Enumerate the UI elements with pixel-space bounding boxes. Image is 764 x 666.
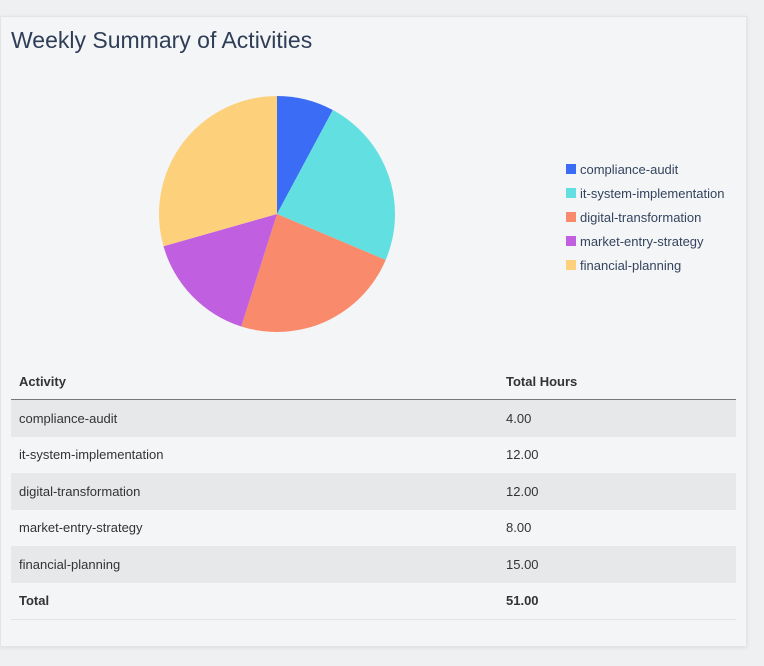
legend-swatch <box>566 212 576 222</box>
legend-label: digital-transformation <box>580 209 702 225</box>
table-row: financial-planning 15.00 <box>11 546 736 583</box>
total-row: Total 51.00 <box>11 582 736 620</box>
table-row: compliance-audit 4.00 <box>11 399 736 437</box>
header-total-hours: Total Hours <box>498 364 736 400</box>
header-activity: Activity <box>11 364 498 400</box>
legend-swatch <box>566 164 576 174</box>
hours-cell: 12.00 <box>506 483 539 499</box>
activity-cell: financial-planning <box>19 556 121 572</box>
summary-card: Weekly Summary of Activities compliance-… <box>0 16 747 647</box>
hours-cell: 8.00 <box>506 520 532 536</box>
table-row: it-system-implementation 12.00 <box>11 437 736 474</box>
hours-cell: 12.00 <box>506 447 539 463</box>
legend-label: compliance-audit <box>580 161 679 177</box>
chart-legend: compliance-audit it-system-implementatio… <box>566 157 725 277</box>
pie-slice-it-system-implementation[interactable] <box>277 110 396 260</box>
table-row: digital-transformation 12.00 <box>11 473 736 510</box>
pie-slice-financial-planning[interactable] <box>159 96 277 247</box>
legend-label: financial-planning <box>580 257 682 273</box>
pie-slice-compliance-audit[interactable] <box>277 96 333 214</box>
pie-chart <box>159 96 396 332</box>
pie-slice-market-entry-strategy[interactable] <box>163 214 277 327</box>
activity-cell: digital-transformation <box>19 483 141 499</box>
page-title: Weekly Summary of Activities <box>11 27 313 53</box>
legend-swatch <box>566 188 576 198</box>
legend-item[interactable]: digital-transformation <box>566 205 725 229</box>
legend-swatch <box>566 260 576 270</box>
activity-cell: compliance-audit <box>19 410 118 426</box>
table-header-row: Activity Total Hours <box>11 364 736 400</box>
total-label: Total <box>11 582 498 620</box>
activity-table: Activity Total Hours compliance-audit 4.0… <box>11 364 736 620</box>
pie-slice-digital-transformation[interactable] <box>241 214 386 332</box>
legend-item[interactable]: compliance-audit <box>566 157 725 181</box>
legend-swatch <box>566 236 576 246</box>
activity-cell: it-system-implementation <box>19 447 164 463</box>
hours-cell: 4.00 <box>506 410 532 426</box>
legend-item[interactable]: financial-planning <box>566 253 725 277</box>
hours-cell: 15.00 <box>506 556 539 572</box>
legend-item[interactable]: market-entry-strategy <box>566 229 725 253</box>
total-value: 51.00 <box>498 582 736 620</box>
legend-label: it-system-implementation <box>580 185 725 201</box>
activity-cell: market-entry-strategy <box>19 520 143 536</box>
legend-label: market-entry-strategy <box>580 233 704 249</box>
table-row: market-entry-strategy 8.00 <box>11 510 736 547</box>
legend-item[interactable]: it-system-implementation <box>566 181 725 205</box>
